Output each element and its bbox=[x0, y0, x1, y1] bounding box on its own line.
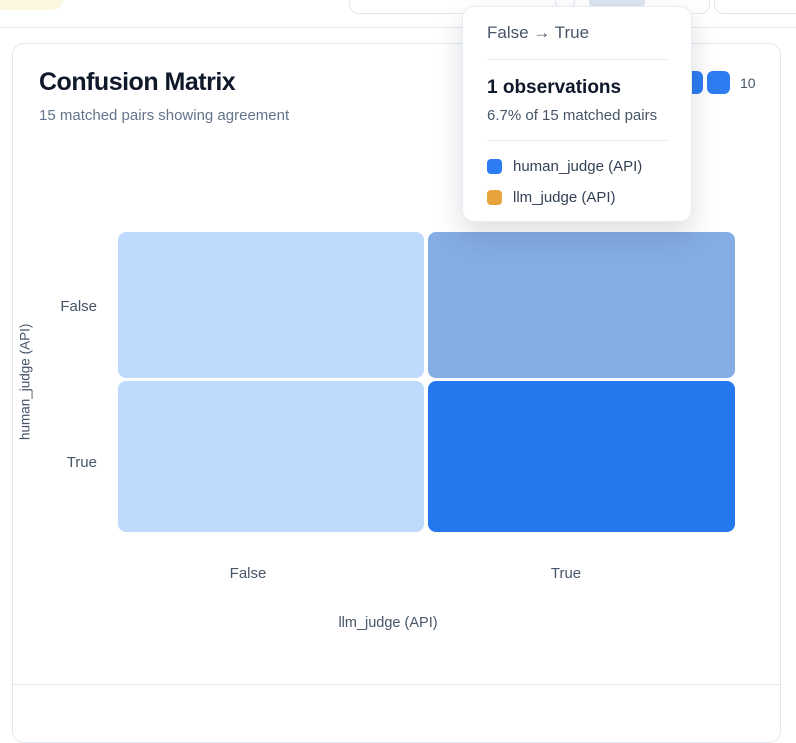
matrix-cell-true-false[interactable] bbox=[118, 381, 424, 532]
human-judge-swatch bbox=[487, 158, 502, 174]
y-axis-title: human_judge (API) bbox=[17, 323, 33, 441]
legend-swatch bbox=[707, 71, 730, 94]
y-tick-true: True bbox=[66, 454, 97, 471]
card-subtitle: 15 matched pairs showing agreement bbox=[39, 107, 290, 124]
legend-row-llm-judge: llm_judge (API) bbox=[487, 186, 667, 208]
toolbar-group-right[interactable]: y bbox=[714, 0, 796, 14]
hover-tooltip: False → True 1 observations 6.7% of 15 m… bbox=[462, 6, 692, 222]
legend-label: human_judge (API) bbox=[513, 157, 643, 175]
tooltip-share: 6.7% of 15 matched pairs bbox=[487, 107, 658, 124]
llm-judge-swatch bbox=[487, 189, 502, 205]
matrix-cell-false-true-hovered[interactable] bbox=[428, 232, 735, 378]
legend-row-human-judge: human_judge (API) bbox=[487, 155, 667, 177]
tooltip-divider bbox=[487, 140, 667, 141]
card-section-divider bbox=[13, 684, 780, 685]
x-axis-title: llm_judge (API) bbox=[338, 615, 438, 631]
tooltip-divider bbox=[487, 59, 667, 60]
matrix-cell-true-true[interactable] bbox=[428, 381, 735, 532]
tooltip-observations: 1 observations bbox=[487, 77, 622, 98]
warning-pill[interactable] bbox=[0, 0, 64, 10]
legend-label: llm_judge (API) bbox=[513, 188, 616, 206]
matrix-cell-false-false[interactable] bbox=[118, 232, 424, 378]
tooltip-title: False → True bbox=[487, 23, 590, 42]
page-title: Confusion Matrix bbox=[39, 68, 236, 96]
y-tick-false: False bbox=[60, 298, 97, 315]
tooltip-legend: human_judge (API) llm_judge (API) bbox=[487, 155, 667, 208]
legend-max-label: 10 bbox=[740, 75, 756, 91]
selected-segment-pill[interactable] bbox=[589, 0, 645, 8]
x-tick-false: False bbox=[229, 565, 267, 582]
x-tick-true: True bbox=[550, 565, 582, 582]
